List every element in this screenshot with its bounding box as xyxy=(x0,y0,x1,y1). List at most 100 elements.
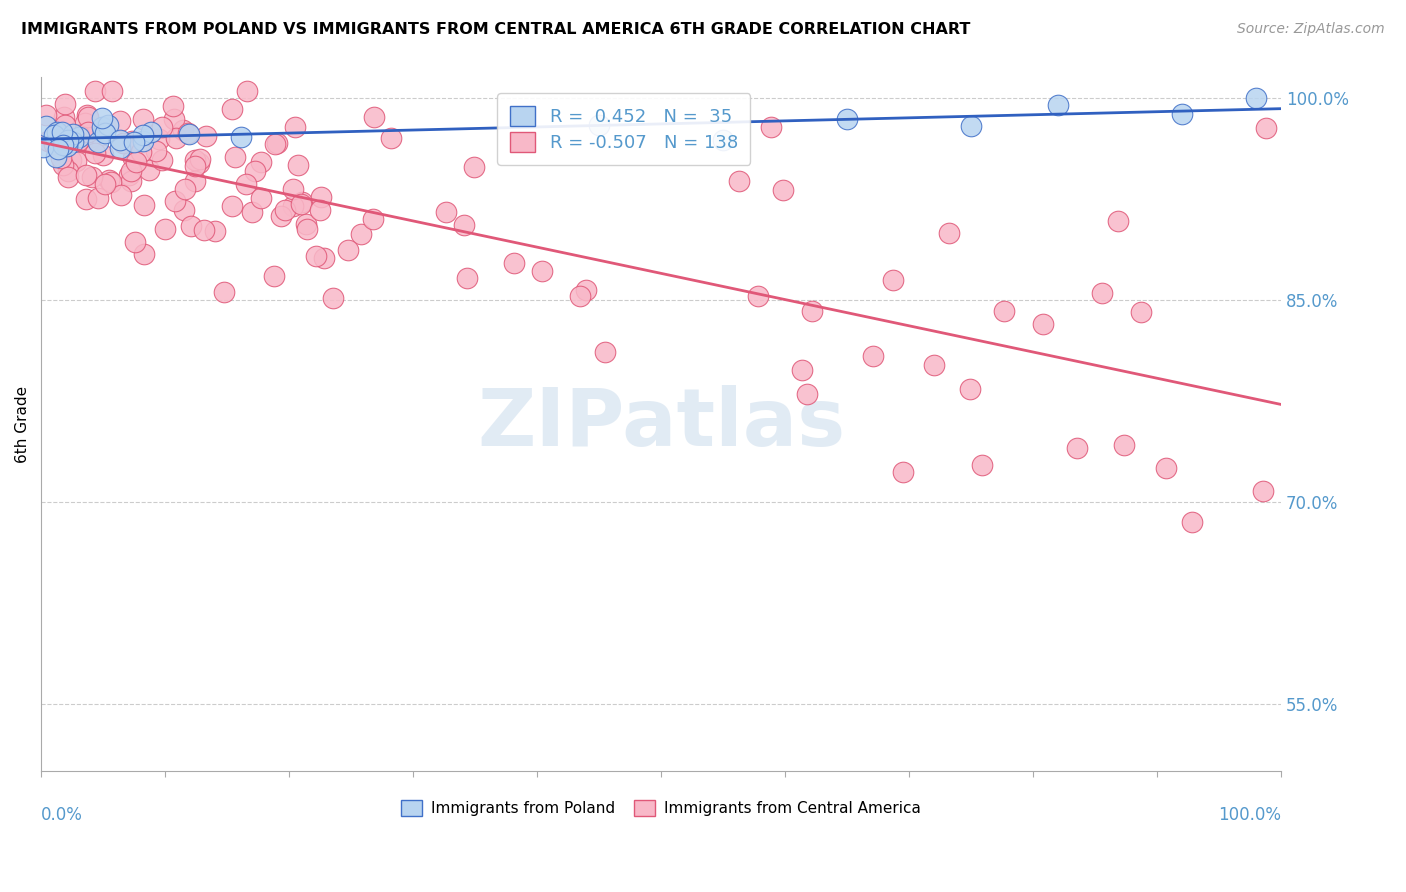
Point xyxy=(1156,461,1178,475)
Point xyxy=(80,130,103,145)
Point xyxy=(118,168,141,182)
Point xyxy=(124,135,146,149)
Point xyxy=(46,142,69,156)
Point xyxy=(972,458,994,472)
Point xyxy=(75,192,97,206)
Point xyxy=(132,112,155,126)
Point xyxy=(100,84,122,98)
Point xyxy=(66,134,89,148)
Point xyxy=(835,112,858,126)
Point xyxy=(173,203,195,218)
Point xyxy=(83,146,105,161)
Point xyxy=(177,126,200,140)
Point xyxy=(124,235,146,249)
Point xyxy=(91,126,114,140)
Point xyxy=(53,118,76,132)
Point xyxy=(456,270,478,285)
Point xyxy=(322,291,344,305)
Point xyxy=(56,133,79,147)
Point xyxy=(960,119,983,133)
Point xyxy=(121,134,143,148)
Point xyxy=(530,263,553,277)
Point xyxy=(1114,437,1136,451)
Point xyxy=(44,138,66,153)
Point xyxy=(120,164,142,178)
Point xyxy=(575,283,598,297)
Point xyxy=(48,122,70,136)
Point xyxy=(110,187,132,202)
Point xyxy=(90,111,112,125)
Point xyxy=(138,163,160,178)
Point xyxy=(361,212,384,227)
Point xyxy=(194,129,217,144)
Point xyxy=(35,120,58,134)
Point xyxy=(65,153,87,168)
Point xyxy=(42,137,65,152)
Point xyxy=(188,155,211,169)
Point xyxy=(51,137,73,152)
Point xyxy=(1032,317,1054,331)
Point xyxy=(148,132,170,146)
Point xyxy=(747,289,769,303)
Point xyxy=(134,247,156,261)
Point xyxy=(772,183,794,197)
Point xyxy=(588,118,610,132)
Point xyxy=(1251,483,1274,498)
Point xyxy=(97,172,120,186)
Point xyxy=(97,118,120,132)
Point xyxy=(56,169,79,184)
Point xyxy=(1244,91,1267,105)
Point xyxy=(711,132,734,146)
Text: 0.0%: 0.0% xyxy=(41,805,83,824)
Point xyxy=(145,144,167,158)
Point xyxy=(297,221,319,235)
Point xyxy=(131,128,153,142)
Point xyxy=(141,125,163,139)
Point xyxy=(184,153,207,167)
Point xyxy=(72,135,94,149)
Point xyxy=(891,466,914,480)
Point xyxy=(221,102,243,116)
Point xyxy=(1171,107,1194,121)
Point xyxy=(1066,442,1088,456)
Point xyxy=(291,194,314,209)
Point xyxy=(53,110,76,124)
Point xyxy=(235,177,257,191)
Point xyxy=(862,349,884,363)
Point xyxy=(67,128,90,142)
Point xyxy=(76,108,98,122)
Point xyxy=(295,217,318,231)
Point xyxy=(337,243,360,257)
Point xyxy=(593,345,616,359)
Point xyxy=(120,174,142,188)
Point xyxy=(75,169,97,183)
Y-axis label: 6th Grade: 6th Grade xyxy=(15,385,30,463)
Point xyxy=(177,127,200,141)
Point xyxy=(993,304,1015,318)
Point xyxy=(108,141,131,155)
Point xyxy=(270,209,292,223)
Point xyxy=(62,127,84,141)
Point xyxy=(938,226,960,240)
Point xyxy=(236,84,259,98)
Point xyxy=(274,203,297,218)
Point xyxy=(121,151,143,165)
Point xyxy=(53,136,76,150)
Point xyxy=(56,135,79,149)
Point xyxy=(132,134,155,148)
Point xyxy=(882,273,904,287)
Point xyxy=(792,363,814,377)
Point xyxy=(922,359,945,373)
Point xyxy=(284,120,307,135)
Point xyxy=(150,120,173,135)
Point xyxy=(1107,214,1129,228)
Point xyxy=(51,125,73,139)
Point xyxy=(180,219,202,233)
Point xyxy=(56,138,79,153)
Point xyxy=(221,199,243,213)
Point xyxy=(86,136,108,150)
Point xyxy=(380,131,402,145)
Point xyxy=(453,219,475,233)
Point xyxy=(132,197,155,211)
Point xyxy=(287,158,309,172)
